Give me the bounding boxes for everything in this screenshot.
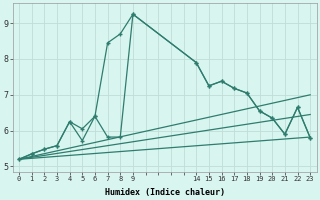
X-axis label: Humidex (Indice chaleur): Humidex (Indice chaleur) (105, 188, 225, 197)
